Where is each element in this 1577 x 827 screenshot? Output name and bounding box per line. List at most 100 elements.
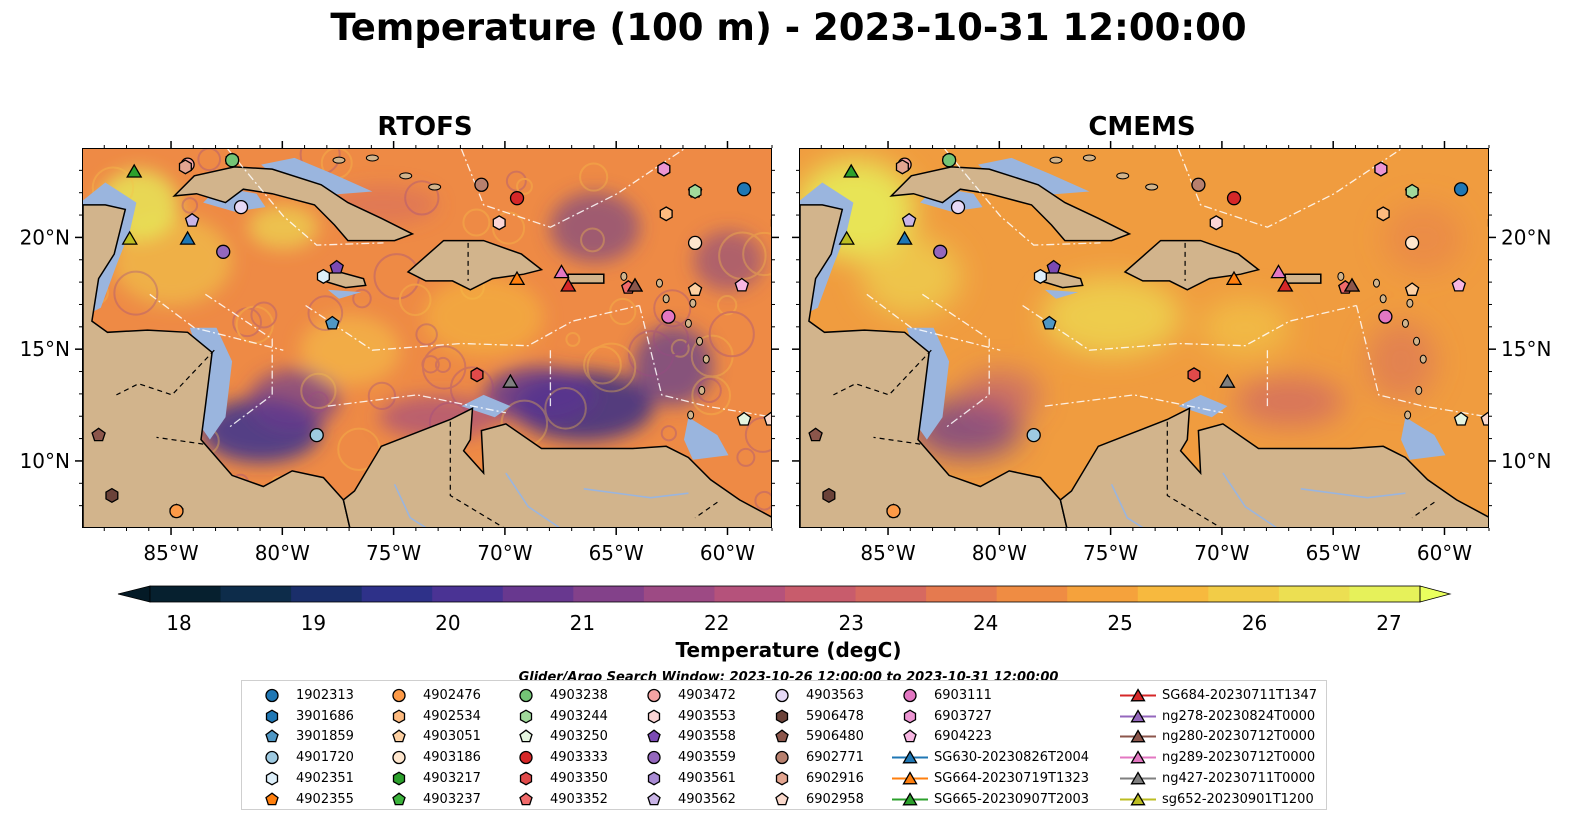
legend-marker-icon	[1130, 750, 1146, 764]
legend-marker-icon	[775, 688, 789, 703]
legend-label: 4903237	[423, 791, 481, 807]
legend-marker-icon	[392, 688, 406, 703]
marker-SG664-20230719T1323	[1225, 270, 1243, 285]
marker-ng427-20230711T0000	[1219, 373, 1236, 388]
marker-6902958	[763, 411, 771, 426]
marker-6902771	[474, 177, 489, 192]
colorbar-segment	[1349, 586, 1421, 602]
colorbar-segment	[1278, 586, 1350, 602]
legend-label: ng278-20230824T0000	[1162, 708, 1316, 724]
legend-marker-icon	[519, 771, 533, 786]
legend-marker-icon	[265, 750, 279, 765]
legend-marker-icon	[902, 770, 918, 785]
legend-label: 4902534	[423, 708, 481, 724]
legend-label: 4902476	[423, 688, 481, 703]
lat-tick-label: 15°N	[20, 337, 70, 361]
marker-sg652-20230901T1200	[121, 230, 138, 245]
lon-tick-label: 80°W	[972, 541, 1027, 565]
colorbar-segment	[855, 586, 927, 602]
land-southam	[1059, 407, 1488, 527]
marker-SG684-20230711T1347	[560, 277, 577, 292]
marker-4902476	[169, 503, 184, 519]
marker-6902958	[1480, 411, 1488, 426]
legend-label: SG630-20230826T2004	[934, 750, 1090, 766]
cmems-map-panel[interactable]	[799, 148, 1489, 528]
colorbar-segment	[926, 586, 998, 602]
map-axes: 85°W 80°W 75°W 70°W 65°W 60°W 20°N 15°N 10°N 85°W…	[20, 141, 1551, 565]
marker-sg652-20230901T1200	[838, 230, 855, 245]
legend-marker-icon	[265, 791, 279, 805]
lon-tick-label: 65°W	[589, 541, 644, 565]
legend-label: 5906480	[806, 729, 864, 745]
legend-label: 4903562	[678, 791, 736, 807]
marker-4903562	[901, 212, 917, 227]
colorbar-segment	[361, 586, 433, 602]
marker-4903559	[216, 244, 231, 259]
marker-ng289-20230712T0000	[553, 264, 570, 279]
marker-4903186	[1404, 235, 1420, 251]
legend-label: SG664-20230719T1323	[934, 770, 1090, 786]
lon-tick-label: 60°W	[700, 541, 755, 565]
lon-tick-label: 70°W	[477, 541, 532, 565]
legend-marker-icon	[647, 771, 661, 786]
legend-label: ng280-20230712T0000	[1162, 729, 1316, 745]
lat-tick-label: 20°N	[1501, 225, 1551, 249]
legend-label: 4903558	[678, 729, 736, 745]
legend-marker-icon	[265, 688, 279, 703]
legend-label: ng289-20230712T0000	[1162, 750, 1316, 766]
colorbar-tick-label: 25	[1107, 611, 1132, 635]
marker-4903333	[1226, 191, 1242, 206]
lat-tick-label: 10°N	[1501, 449, 1551, 473]
legend-label: sg652-20230901T1200	[1162, 791, 1314, 807]
colorbar-tick-label: 20	[435, 611, 460, 635]
rtofs-map-panel[interactable]	[82, 148, 772, 528]
legend-label: 3901859	[296, 729, 354, 745]
marker-4902534	[659, 206, 673, 222]
legend-label: 4903333	[550, 750, 608, 766]
lon-tick-label: 85°W	[860, 541, 915, 565]
lon-tick-label: 70°W	[1194, 541, 1249, 565]
legend-marker-icon	[775, 729, 789, 743]
marker-4903553	[1209, 215, 1223, 231]
marker-4903558	[1046, 259, 1061, 274]
marker-ng280-20230712T0000	[1343, 277, 1361, 292]
lon-tick-label: 75°W	[1083, 541, 1138, 565]
legend-marker-icon	[647, 709, 661, 724]
marker-3901859	[325, 315, 340, 330]
legend-label: 4902355	[296, 791, 354, 807]
marker-4902351	[1033, 268, 1047, 284]
colorbar-tick-label: 27	[1376, 611, 1401, 635]
legend-label: 6902771	[806, 750, 864, 766]
legend-marker-icon	[647, 791, 661, 805]
panel-title-rtofs: RTOFS	[377, 112, 473, 142]
figure-title: Temperature (100 m) - 2023-10-31 12:00:0…	[330, 6, 1247, 49]
colorbar-tick-label: 19	[301, 611, 326, 635]
search-window-text: Glider/Argo Search Window: 2023-10-26 12…	[518, 670, 1059, 683]
legend-label: 6902916	[806, 770, 864, 786]
marker-SG665-20230907T2003	[126, 163, 143, 178]
colorbar-segment	[643, 586, 715, 602]
marker-4903238	[941, 153, 957, 168]
lat-tick-label: 10°N	[20, 449, 70, 473]
marker-4903350	[470, 367, 484, 383]
marker-SG665-20230907T2003	[843, 163, 860, 178]
land-southam	[342, 407, 771, 527]
marker-SG630-20230826T2004	[896, 230, 913, 245]
marker-6903727	[657, 161, 671, 177]
legend-marker-icon	[775, 709, 789, 724]
marker-4903244	[688, 183, 702, 200]
legend-marker-icon	[903, 729, 917, 743]
marker-4902476	[886, 503, 901, 519]
marker-4903562	[184, 212, 200, 227]
colorbar-segment	[432, 586, 504, 602]
temperature-field	[83, 149, 771, 527]
temperature-field	[800, 149, 1488, 527]
land-cuba	[172, 166, 415, 242]
marker-6904223	[734, 277, 750, 292]
legend-label: 4903217	[423, 770, 481, 786]
legend-label: 4903238	[550, 688, 608, 703]
marker-5906480	[808, 427, 823, 442]
legend-marker-icon	[775, 791, 789, 805]
legend-marker-icon	[647, 729, 661, 743]
legend-marker-icon	[265, 771, 279, 786]
